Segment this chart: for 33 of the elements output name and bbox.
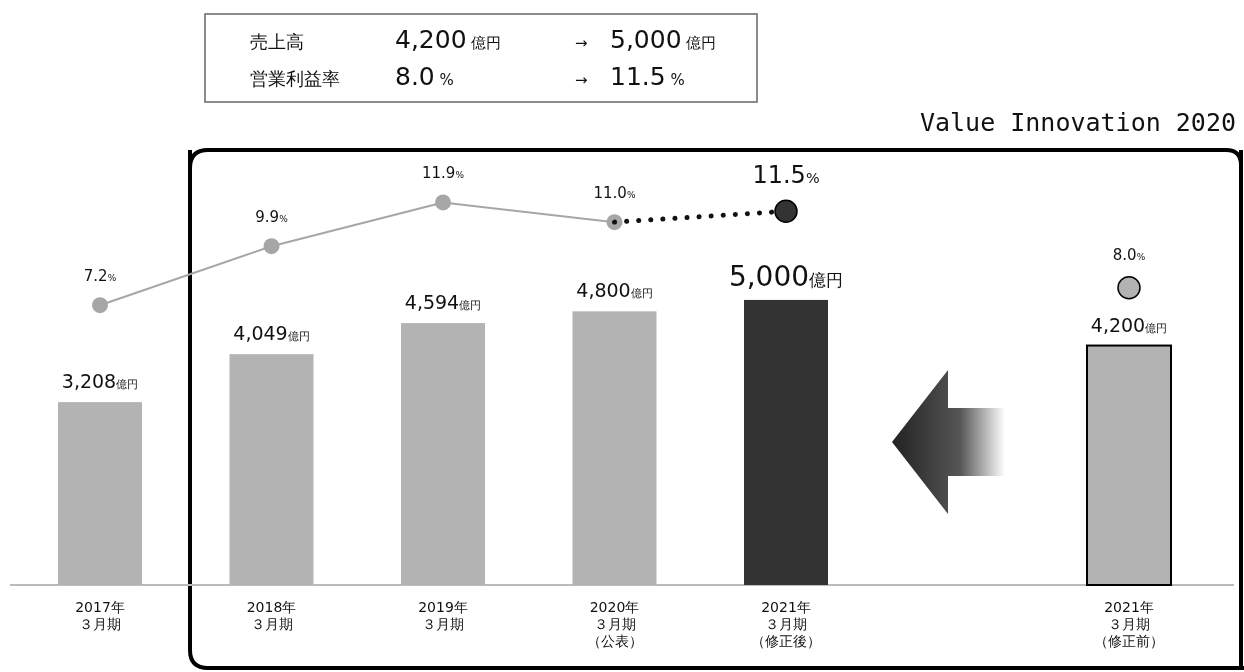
point <box>263 238 280 255</box>
data-label: 4,200億円 <box>1090 313 1168 336</box>
point <box>92 297 108 314</box>
data-label: 7.2% <box>83 267 117 286</box>
data-label: 5,000億円 <box>728 259 844 293</box>
text: 営業利益率 <box>250 68 340 89</box>
x-tick-label: 2017年３月期 <box>75 599 125 632</box>
text: 4,200 億円 <box>395 25 502 54</box>
data-label: 4,800億円 <box>576 279 653 302</box>
x-tick-label: 2021年３月期（修正前） <box>1094 599 1164 649</box>
text: 5,000 億円 <box>610 25 717 54</box>
point <box>1117 275 1141 300</box>
point <box>774 199 798 223</box>
data-label: 4,049億円 <box>233 322 310 345</box>
x-tick-label: 2021年３月期（修正後） <box>751 599 821 649</box>
text: → <box>575 71 588 89</box>
data-label: 11.9% <box>422 164 465 183</box>
text: 11.5 % <box>610 62 685 91</box>
bar <box>744 299 828 585</box>
point <box>435 194 451 211</box>
x-tick-label: 2020年３月期（公表） <box>586 599 643 649</box>
x-tick-label: 2018年３月期 <box>246 599 297 632</box>
data-label: 9.9% <box>255 208 289 227</box>
text: 売上高 <box>250 31 304 52</box>
data-label: 11.0% <box>593 184 636 203</box>
x-tick-label: 2019年３月期 <box>418 599 468 632</box>
chart-title: Value Innovation 2020 <box>919 108 1236 137</box>
data-label: 11.5% <box>752 161 820 190</box>
data-label: 3,208億円 <box>61 370 139 393</box>
text: 8.0 % <box>395 62 454 91</box>
data-label: 4,594億円 <box>404 291 482 314</box>
data-label: 8.0% <box>1112 245 1146 264</box>
text: → <box>575 34 588 52</box>
